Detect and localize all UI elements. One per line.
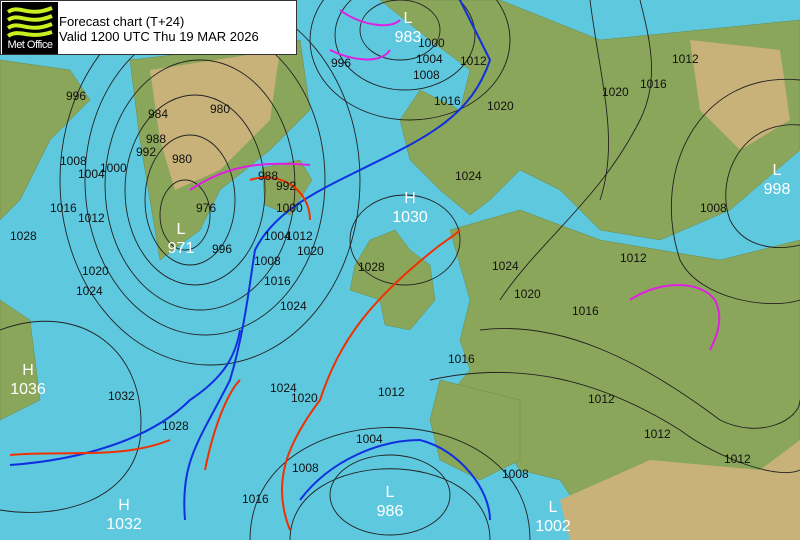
pressure-centre-type: L (404, 10, 413, 27)
isobar-label: 992 (276, 179, 296, 193)
isobar-label: 1016 (242, 492, 269, 506)
pressure-centre-value: 998 (764, 181, 791, 198)
waves-icon (6, 6, 53, 38)
europe (444, 209, 800, 540)
isobar-label: 980 (172, 152, 192, 166)
pressure-centre-type: H (118, 497, 130, 514)
isobar-label: 1012 (620, 251, 647, 265)
isobar-label: 1024 (270, 381, 297, 395)
isobar-label: 1012 (378, 385, 405, 399)
isobar-label: 1016 (572, 304, 599, 318)
isobar-label: 1004 (78, 167, 105, 181)
isobar-label: 996 (212, 242, 232, 256)
isobar-label: 996 (331, 56, 351, 70)
isobar-label: 984 (148, 107, 168, 121)
isobar-label: 1028 (162, 419, 189, 433)
isobar-label: 1024 (76, 284, 103, 298)
isobar-label: 1016 (434, 94, 461, 108)
isobar-label: 1000 (418, 36, 445, 50)
isobar-label: 1012 (78, 211, 105, 225)
warm-front (249, 176, 311, 221)
pressure-centre-value: 983 (395, 29, 422, 46)
isobar-label: 1028 (10, 229, 37, 243)
isobar-label: 1008 (700, 201, 727, 215)
pressure-centre-value: 971 (168, 240, 195, 257)
warm-front (9, 439, 171, 456)
cold-front (9, 329, 241, 466)
met-office-logo: Met Office (2, 2, 58, 54)
isobar-label: 1016 (264, 274, 291, 288)
isobar-label: 1012 (644, 427, 671, 441)
isobar-label: 976 (196, 201, 216, 215)
isobar-label: 1028 (358, 260, 385, 274)
isobar-label: 1008 (60, 154, 87, 168)
isobar-label: 1008 (254, 254, 281, 268)
isobar-label: 1012 (724, 452, 751, 466)
occluded-front (329, 9, 401, 61)
isobar-label: 1024 (455, 169, 482, 183)
isobar-label: 988 (146, 132, 166, 146)
isobar-label: 996 (66, 89, 86, 103)
isobar-label: 1004 (416, 52, 443, 66)
pressure-centre-type: L (386, 484, 395, 501)
isobar-label: 1008 (502, 467, 529, 481)
isobar-label: 988 (258, 169, 278, 183)
isobar-labels: 9961008100410001016101210281020102498498… (10, 36, 751, 506)
pressure-centre-type: L (549, 499, 558, 516)
occluded-front (189, 162, 311, 191)
isobar-label: 1024 (280, 299, 307, 313)
isobar-label: 1020 (297, 244, 324, 258)
pressure-centre-value: 1030 (392, 209, 428, 226)
cold-front (183, 0, 492, 521)
pressure-centre-type: L (177, 221, 186, 238)
isobar-label: 1004 (264, 229, 291, 243)
isobar-label: 1012 (286, 229, 313, 243)
isobar-label: 1016 (448, 352, 475, 366)
isobar-label: 1000 (100, 161, 127, 175)
isobar-label: 1016 (50, 201, 77, 215)
chart-header: Met Office Forecast chart (T+24) Valid 1… (0, 0, 297, 55)
occluded-front (629, 284, 721, 351)
isobar-label: 1020 (602, 85, 629, 99)
isobar-label: 1020 (487, 99, 514, 113)
chart-title: Forecast chart (T+24) (59, 14, 185, 29)
isobar-label: 1008 (292, 461, 319, 475)
isobar-label: 1012 (460, 54, 487, 68)
isobar-label: 1032 (108, 389, 135, 403)
isobar-label: 1016 (640, 77, 667, 91)
pressure-centre-type: H (404, 190, 416, 207)
cold-front (299, 438, 491, 521)
uk-ireland (349, 229, 436, 331)
pressure-centre-value: 1002 (535, 518, 571, 535)
warm-front (204, 379, 241, 471)
fronts (9, 0, 721, 531)
warm-front (281, 229, 461, 531)
isobar-label: 1020 (514, 287, 541, 301)
isobar-label: 1004 (356, 432, 383, 446)
isobar-label: 1020 (82, 264, 109, 278)
isobar-label: 980 (210, 102, 230, 116)
isobar-label: 1020 (291, 391, 318, 405)
pressure-centre-type: L (773, 162, 782, 179)
isobar-label: 1012 (588, 392, 615, 406)
isobar-label: 1012 (672, 52, 699, 66)
valid-time: Valid 1200 UTC Thu 19 MAR 2026 (59, 29, 259, 44)
pressure-centre-value: 1032 (106, 516, 142, 533)
brand-name: Met Office (7, 39, 53, 51)
isobar-label: 992 (136, 145, 156, 159)
pressure-centre-value: 1036 (10, 381, 46, 398)
pressure-centre-type: H (22, 362, 34, 379)
isobar-label: 1024 (492, 259, 519, 273)
canada (0, 59, 91, 421)
isobar-label: 1000 (276, 201, 303, 215)
isobar-label: 1008 (413, 68, 440, 82)
pressure-centre-value: 986 (377, 503, 404, 520)
pressure-centres: L 983 L 971 H 1030 L 998 H 1036 H 1032 L 986 L 1002 (10, 10, 790, 535)
